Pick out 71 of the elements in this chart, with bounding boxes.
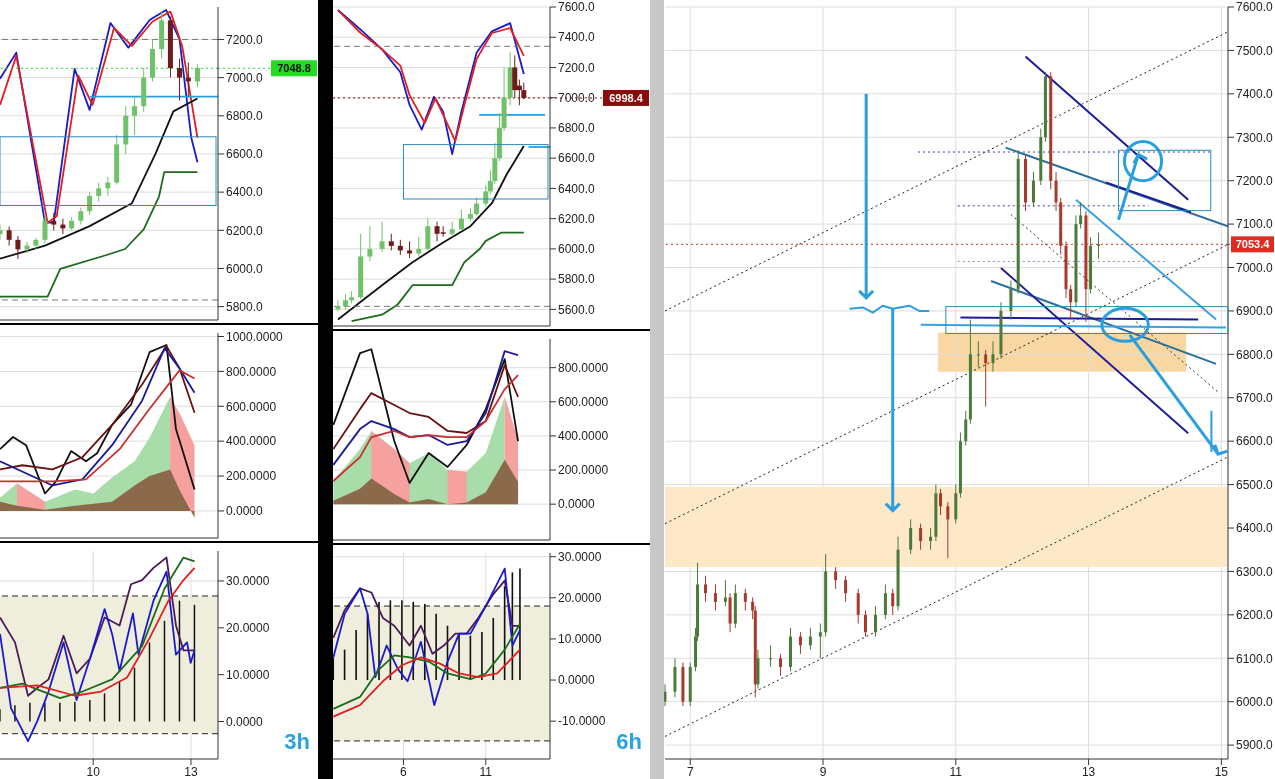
y-tick-label: 7200.0: [558, 60, 596, 75]
y-tick-label: 10.0000: [558, 632, 602, 647]
y-tick-label: 7300.0: [1236, 130, 1274, 145]
ref-line-label: 7048.8: [277, 62, 311, 75]
y-tick-label: -10.0000: [558, 714, 606, 729]
x-tick-label: 13: [1081, 764, 1096, 779]
x-tick-label: 11: [949, 764, 963, 779]
y-tick-label: 6000.0: [1236, 694, 1274, 709]
y-tick-label: 6800.0: [226, 109, 264, 124]
x-tick-label: 15: [1214, 764, 1229, 779]
y-tick-label: 30.0000: [226, 574, 270, 589]
y-tick-label: 7600.0: [1236, 0, 1274, 15]
y-tick-label: 7000.0: [226, 70, 264, 85]
y-tick-label: 7000.0: [1236, 260, 1274, 275]
y-tick-label: 6200.0: [558, 211, 596, 226]
y-tick-label: 7200.0: [1236, 173, 1274, 188]
text: 3h: [284, 729, 310, 755]
ref-line-label: 6998.4: [609, 91, 644, 104]
y-tick-label: 7500.0: [1236, 43, 1274, 58]
y-tick-label: 800.0000: [558, 360, 609, 375]
y-tick-label: 6400.0: [558, 181, 596, 196]
y-tick-label: 6800.0: [1236, 347, 1274, 362]
y-tick-label: 7200.0: [226, 32, 264, 47]
y-tick-label: 20.0000: [226, 621, 270, 636]
y-tick-label: 0.0000: [226, 714, 264, 729]
y-tick-label: 6600.0: [226, 147, 264, 162]
y-tick-label: 20.0000: [558, 591, 602, 606]
y-tick-label: 6200.0: [226, 223, 264, 238]
y-tick-label: 6000.0: [558, 242, 596, 257]
y-tick-label: 6000.0: [226, 261, 264, 276]
y-tick-label: 400.0000: [226, 434, 277, 449]
y-tick-label: 6100.0: [1236, 651, 1274, 666]
y-tick-label: 400.0000: [558, 429, 609, 444]
y-tick-label: 6800.0: [558, 121, 596, 136]
y-tick-label: 6600.0: [1236, 434, 1274, 449]
y-tick-label: 6600.0: [558, 151, 596, 166]
x-tick-label: 13: [184, 764, 198, 779]
y-tick-label: 0.0000: [226, 504, 264, 519]
x-tick-label: 11: [479, 764, 493, 779]
y-tick-label: 5900.0: [1236, 738, 1274, 753]
x-tick-label: 6: [400, 764, 408, 779]
y-tick-label: 6300.0: [1236, 564, 1274, 579]
y-tick-label: 6700.0: [1236, 391, 1274, 406]
ref-line-label: 7053.4: [1235, 238, 1271, 251]
y-tick-label: 5600.0: [558, 302, 596, 317]
y-tick-label: 6400.0: [1236, 521, 1274, 536]
y-tick-label: 600.0000: [226, 399, 277, 414]
y-tick-label: 7600.0: [558, 0, 596, 15]
y-tick-label: 6900.0: [1236, 304, 1274, 319]
y-tick-label: 0.0000: [558, 673, 596, 688]
y-tick-label: 5800.0: [558, 272, 596, 287]
x-tick-label: 9: [819, 764, 827, 779]
y-tick-label: 6400.0: [226, 185, 264, 200]
y-tick-label: 800.0000: [226, 364, 277, 379]
y-tick-label: 7400.0: [558, 30, 596, 45]
y-tick-label: 1000.0000: [226, 329, 284, 344]
y-tick-label: 7400.0: [1236, 87, 1274, 102]
y-tick-label: 7000.0: [558, 90, 596, 105]
x-tick-label: 7: [686, 764, 694, 779]
y-tick-label: 600.0000: [558, 395, 609, 410]
y-tick-label: 5800.0: [226, 299, 264, 314]
y-tick-label: 200.0000: [558, 463, 609, 478]
y-tick-label: 6500.0: [1236, 477, 1274, 492]
y-tick-label: 200.0000: [226, 469, 277, 484]
y-tick-label: 0.0000: [558, 497, 596, 512]
y-tick-label: 10.0000: [226, 667, 270, 682]
x-tick-label: 10: [86, 764, 101, 779]
y-tick-label: 6200.0: [1236, 608, 1274, 623]
y-tick-label: 7100.0: [1236, 217, 1274, 232]
text: 6h: [616, 729, 642, 755]
y-tick-label: 30.0000: [558, 549, 602, 564]
